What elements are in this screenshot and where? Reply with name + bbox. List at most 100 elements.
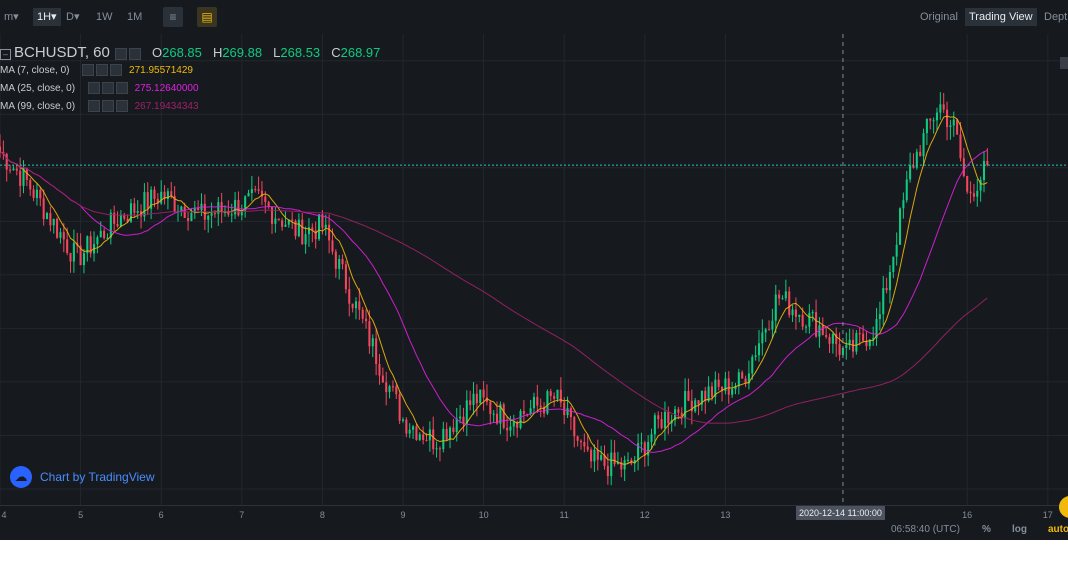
candle-body (936, 113, 938, 121)
candle-body (342, 259, 344, 264)
candle-body (583, 442, 585, 446)
candle-body (792, 310, 794, 316)
candle-body (412, 426, 414, 429)
visibility-icon[interactable] (115, 48, 127, 60)
ma25-visibility-icon[interactable] (88, 82, 100, 94)
candle-body (301, 220, 303, 245)
log-scale-toggle[interactable]: log (1012, 524, 1027, 535)
candle-body (402, 420, 404, 421)
candle-body (765, 329, 767, 332)
candle-body (926, 119, 928, 133)
candle-body (751, 357, 753, 374)
candle-body (825, 335, 827, 337)
candle-body (909, 165, 911, 179)
chart-settings-icon[interactable]: ▤ (197, 7, 217, 27)
candle-body (133, 203, 135, 212)
candle-body (56, 219, 58, 238)
candle-body (959, 135, 961, 159)
auto-scale-toggle[interactable]: auto (1048, 524, 1068, 535)
candle-body (446, 429, 448, 440)
interval-1m[interactable]: 1M (127, 8, 142, 26)
candle-body (970, 192, 972, 194)
candle-body (929, 119, 931, 121)
x-tick-label: 8 (320, 510, 325, 520)
candle-body (741, 372, 743, 378)
candle-body (600, 455, 602, 460)
candle-body (523, 411, 525, 414)
candle-body (567, 408, 569, 415)
candle-body (556, 390, 558, 399)
candle-body (83, 253, 85, 265)
ma7-visibility-icon[interactable] (82, 64, 94, 76)
candle-body (442, 429, 444, 449)
view-depth[interactable]: Depth (1044, 8, 1068, 26)
candle-body (761, 332, 763, 343)
candle-body (949, 125, 951, 127)
ma7-settings-icon[interactable] (96, 64, 108, 76)
x-tick-label: 12 (640, 510, 650, 520)
x-tick-label: 16 (962, 510, 972, 520)
interval-1h[interactable]: 1H▾ (33, 8, 61, 26)
candle-body (117, 224, 119, 226)
candle-body (325, 225, 327, 228)
candle-body (845, 345, 847, 348)
candle-body (607, 466, 609, 476)
candle-body (728, 378, 730, 394)
candle-body (365, 319, 367, 321)
watermark-text: Chart by TradingView (40, 470, 155, 484)
indicator-settings-icon[interactable]: ≡ (163, 7, 183, 27)
ma99-visibility-icon[interactable] (88, 100, 100, 112)
candle-body (43, 198, 45, 219)
candle-body (362, 310, 364, 319)
candle-body (392, 386, 394, 387)
candle-body (738, 372, 740, 386)
candle-body (489, 402, 491, 414)
ma7-label: MA (7, close, 0) (0, 65, 69, 76)
candle-body (983, 161, 985, 180)
legend-ma99: MA (99, close, 0) 267.19434343 (0, 99, 199, 115)
candle-body (661, 419, 663, 428)
candle-body (973, 193, 975, 196)
candle-body (828, 337, 830, 344)
close-label: C (331, 45, 340, 60)
candle-body (520, 411, 522, 428)
view-original[interactable]: Original (920, 8, 958, 26)
side-panel-toggle-icon[interactable] (1060, 57, 1068, 69)
candle-body (358, 301, 360, 309)
candle-body (160, 192, 162, 204)
candle-body (436, 448, 438, 449)
candle-body (264, 197, 266, 203)
interval-day[interactable]: D▾ (66, 8, 79, 26)
ma7-remove-icon[interactable] (110, 64, 122, 76)
candle-body (902, 200, 904, 208)
candle-body (348, 289, 350, 303)
interval-minutes[interactable]: m▾ (4, 8, 19, 26)
candle-body (650, 434, 652, 442)
candle-body (281, 220, 283, 226)
candle-body (946, 110, 948, 127)
interval-1w[interactable]: 1W (96, 8, 113, 26)
symbol-label: BCHUSDT, 60 (14, 44, 110, 61)
candle-body (798, 315, 800, 317)
settings-icon[interactable] (129, 48, 141, 60)
open-value: 268.85 (162, 45, 202, 60)
candle-body (291, 220, 293, 221)
candle-body (540, 406, 542, 407)
candle-body (493, 414, 495, 415)
x-tick-label: 13 (720, 510, 730, 520)
candle-body (614, 453, 616, 465)
ma25-remove-icon[interactable] (116, 82, 128, 94)
ma25-settings-icon[interactable] (102, 82, 114, 94)
candle-body (53, 219, 55, 225)
collapse-legend-icon[interactable]: – (0, 49, 11, 60)
tradingview-watermark[interactable]: ☁ Chart by TradingView (10, 465, 155, 487)
view-trading-view[interactable]: Trading View (965, 8, 1037, 26)
percent-scale-toggle[interactable]: % (982, 524, 991, 535)
candle-body (211, 213, 213, 215)
candle-body (153, 190, 155, 199)
ma99-settings-icon[interactable] (102, 100, 114, 112)
ma99-remove-icon[interactable] (116, 100, 128, 112)
candle-body (214, 213, 216, 214)
candle-body (698, 400, 700, 404)
candle-body (36, 190, 38, 198)
